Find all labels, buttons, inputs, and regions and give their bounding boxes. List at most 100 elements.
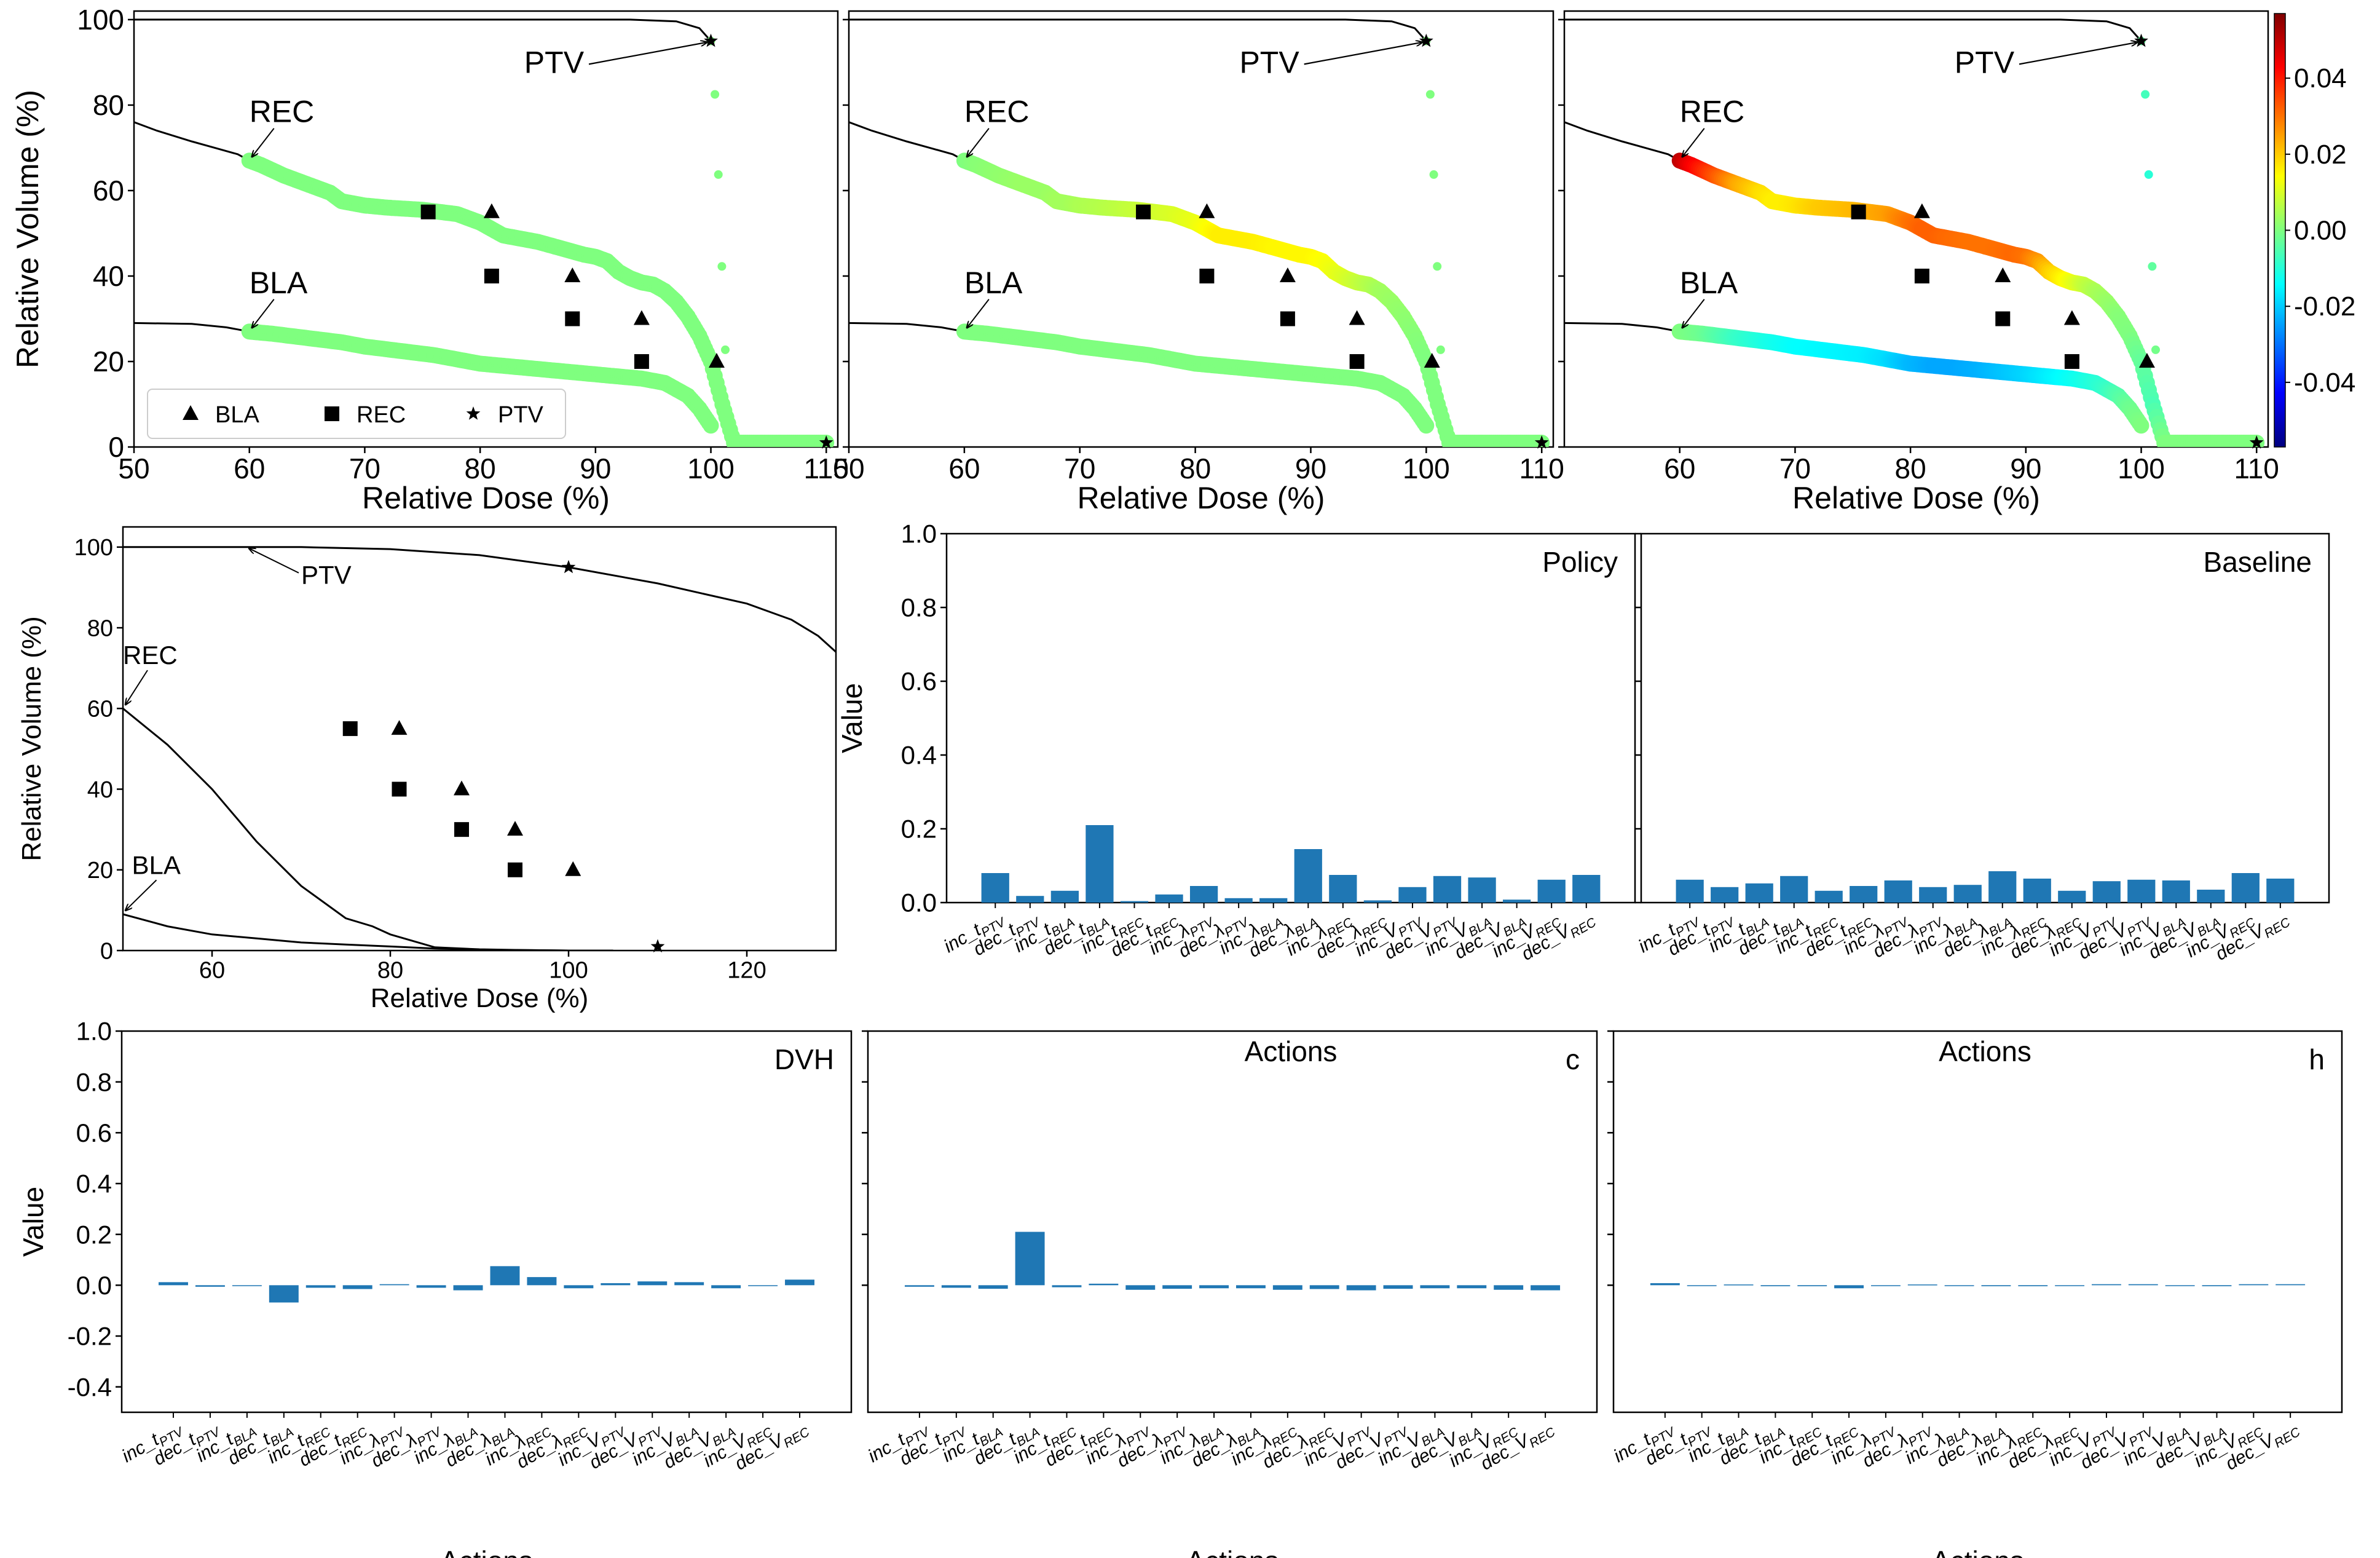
bar-dec_t_BLA <box>1015 1232 1045 1286</box>
x-axis-label: Actions <box>1245 1035 1338 1067</box>
marker-bla <box>1913 203 1930 218</box>
y-tick-label: 0 <box>108 431 124 463</box>
annotation-bla: BLA <box>964 266 1023 300</box>
bar-dec_V_REC <box>785 1279 814 1286</box>
colorbar-tick-label: 0.02 <box>2294 140 2347 170</box>
annotation-arrow <box>2019 42 2137 65</box>
bar-dec_λ_REC <box>564 1285 594 1289</box>
y-tick-label: -0.4 <box>68 1372 112 1401</box>
bar-dec_V_PTV <box>1383 1285 1413 1289</box>
bar-dec_V_BLA <box>711 1285 741 1289</box>
bar-dec_V_PTV <box>2128 1284 2158 1286</box>
colorbar-tick-label: 0.00 <box>2294 216 2347 246</box>
bar-inc_V_BLA <box>1420 1285 1450 1289</box>
marker-bla <box>1199 203 1215 218</box>
x-tick-label: 80 <box>1180 453 1211 484</box>
bar-dec_V_REC <box>2266 879 2295 903</box>
y-tick-label: -0.2 <box>68 1322 112 1351</box>
marker-ptv <box>1534 435 1549 449</box>
x-tick-label: 110 <box>804 453 849 484</box>
plots-layer: 0 20 40 60 80 100 50 60 70 80 90 100 110 Relative Dos… <box>10 4 2343 1558</box>
legend: BLA REC PTV <box>147 389 566 439</box>
annotation-ptv: PTV <box>1955 45 2015 79</box>
x-tick-label: 60 <box>948 453 980 484</box>
marker-bla <box>1995 267 2011 282</box>
annotation-arrow <box>125 879 157 911</box>
dvh-point-ptv <box>711 90 720 99</box>
bar-inc_λ_BLA <box>453 1285 483 1291</box>
bar-dec_λ_BLA <box>1988 871 2017 903</box>
annotation-bla: BLA <box>1680 266 1738 300</box>
bar-inc_V_BLA <box>2165 1285 2195 1286</box>
colorbar-tick-label: 0.04 <box>2294 63 2347 93</box>
marker-rec <box>1851 204 1866 219</box>
curve-ptv <box>134 18 712 42</box>
x-tick-label: 120 <box>727 957 766 983</box>
bar-inc_V_BLA <box>1468 877 1496 903</box>
dvh-point-bla <box>2133 417 2149 434</box>
colorbar: 0.04 0.02 0.00 -0.02 -0.04 <box>2274 13 2355 448</box>
bar-dec_λ_REC <box>1363 900 1392 903</box>
bar-inc_t_BLA <box>978 1285 1008 1289</box>
bar-dec_λ_PTV <box>1919 887 1947 903</box>
dvh-point-ptv <box>2144 170 2153 179</box>
bar-dec_V_BLA <box>1457 1285 1487 1289</box>
panel-dvh-b: 50 60 70 80 90 100 110 Relative Dose (%) REC BLA P… <box>833 10 1564 515</box>
annotation-ptv: PTV <box>301 561 352 590</box>
x-tick-label: 100 <box>687 453 735 484</box>
axes-frame <box>867 1030 1598 1414</box>
x-axis-label: Actions <box>440 1545 533 1558</box>
curve-rec <box>1564 121 1681 162</box>
panel-bar-h: Actionshinc_tPTVdec_tPTVinc_tBLAdec_tBLA… <box>1607 1030 2343 1558</box>
bar-inc_λ_REC <box>1329 875 1357 903</box>
annotation-arrow <box>125 670 148 705</box>
marker-rec <box>1914 268 1929 283</box>
y-tick-label: 40 <box>87 777 113 803</box>
bar-inc_V_REC <box>2239 1284 2269 1286</box>
marker-rec <box>1136 204 1151 219</box>
y-tick-label: 100 <box>77 4 124 36</box>
x-tick-label: 70 <box>1064 453 1095 484</box>
panel-dvh-c: 60 70 80 90 100 110 Relative Dose (%) REC BLA PTV <box>1558 10 2279 515</box>
x-tick-label: 110 <box>1519 453 1564 484</box>
x-tick-label: 50 <box>833 453 864 484</box>
bar-inc_λ_REC <box>527 1277 557 1286</box>
panel-dvh-a: 0 20 40 60 80 100 50 60 70 80 90 100 110 Relative Dos… <box>10 4 849 515</box>
bar-inc_V_BLA <box>674 1282 704 1286</box>
bar-dec_V_BLA <box>2197 890 2225 903</box>
bar-inc_λ_BLA <box>1944 1285 1974 1286</box>
bar-inc_t_PTV <box>159 1282 188 1286</box>
bar-inc_λ_REC <box>2018 1285 2048 1286</box>
bar-dec_λ_BLA <box>490 1266 520 1286</box>
annotation-arrow <box>252 128 275 157</box>
bar-dec_λ_REC <box>2055 1285 2085 1286</box>
bar-dec_V_REC <box>2276 1284 2306 1286</box>
marker-rec <box>565 311 580 326</box>
x-axis-label: Actions <box>1939 1035 2031 1067</box>
bar-dec_t_REC <box>342 1285 372 1289</box>
marker-rec <box>2064 354 2079 369</box>
bar-inc_λ_PTV <box>1125 1285 1156 1290</box>
bar-dec_V_REC <box>1572 875 1601 903</box>
annotation-rec: REC <box>1680 95 1745 129</box>
annotation-arrow <box>588 42 707 65</box>
bar-dec_t_PTV <box>1687 1285 1717 1286</box>
x-axis-label: Relative Dose (%) <box>1792 481 2040 515</box>
annotation-rec: REC <box>123 641 178 670</box>
marker-ptv <box>1419 33 1433 47</box>
x-tick-label: 100 <box>1403 453 1450 484</box>
bar-inc_λ_BLA <box>1259 898 1288 903</box>
marker-bla <box>633 310 650 325</box>
axes-frame <box>848 10 1554 448</box>
marker-bla <box>483 203 500 218</box>
marker-rec <box>484 268 499 283</box>
annotation-arrow <box>967 128 990 157</box>
panel-title: c <box>1566 1043 1580 1075</box>
curve-ptv <box>849 18 1427 42</box>
bar-inc_t_PTV <box>1650 1283 1680 1286</box>
panel-title: Policy <box>1542 546 1618 578</box>
dvh-point-ptv <box>2148 262 2157 271</box>
panel-title: h <box>2309 1043 2325 1075</box>
bar-dec_λ_PTV <box>1907 1284 1937 1286</box>
